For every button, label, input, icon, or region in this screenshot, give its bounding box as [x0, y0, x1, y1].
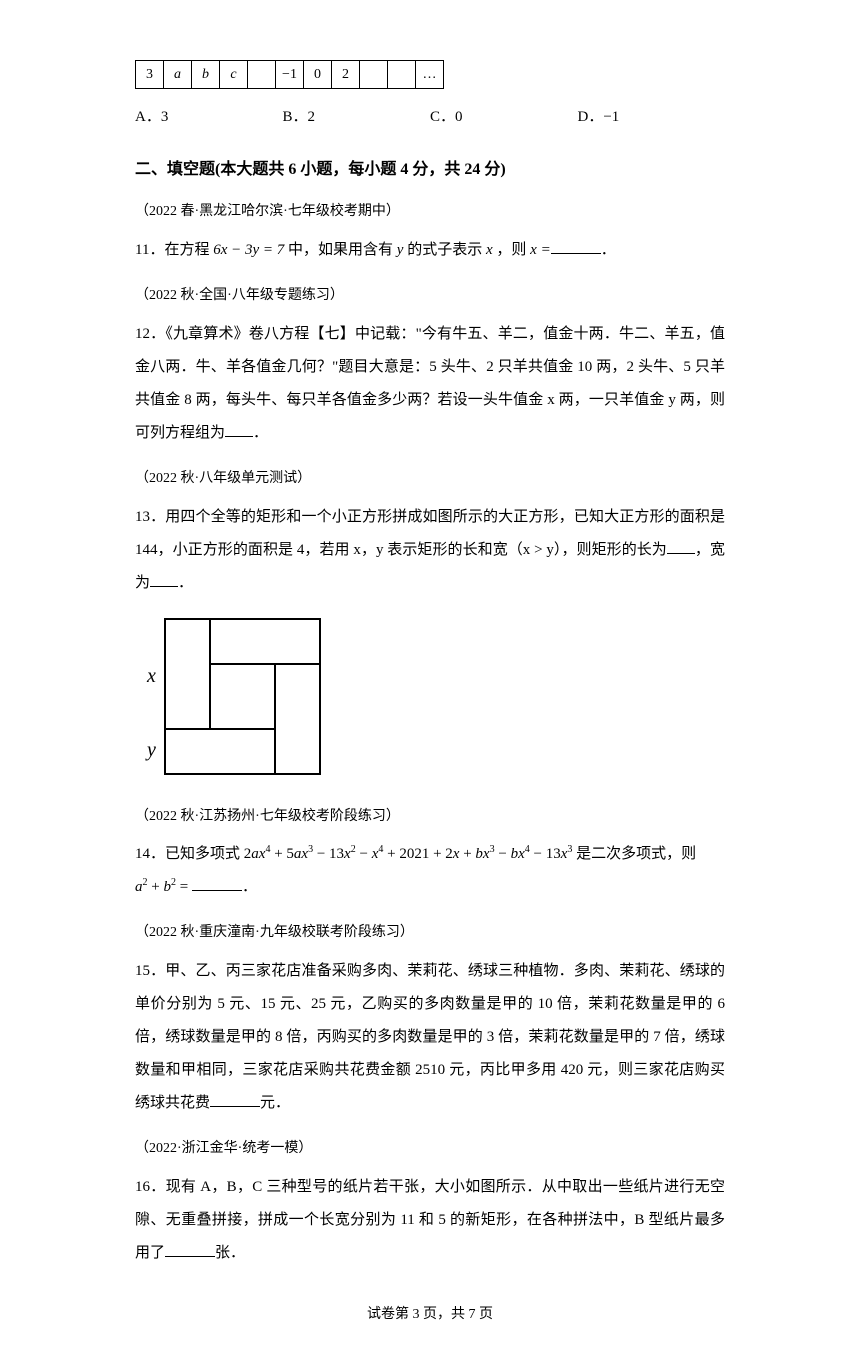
- q11-text: 中，如果用含有: [284, 242, 397, 258]
- q12: 12．《九章算术》卷八方程【七】中记载："今有牛五、羊二，值金十两．牛二、羊五，…: [135, 318, 725, 450]
- cell: 2: [332, 61, 360, 89]
- page-footer: 试卷第 3 页，共 7 页: [135, 1300, 725, 1331]
- q11-text: 的式子表示: [403, 242, 486, 258]
- blank: [165, 1242, 215, 1257]
- q15: 15．甲、乙、丙三家花店准备采购多肉、茉莉花、绣球三种植物．多肉、茉莉花、绣球的…: [135, 955, 725, 1120]
- q15-text: 元．: [260, 1095, 290, 1111]
- q11-text: 11．在方程: [135, 242, 213, 258]
- q12-source: （2022 秋·全国·八年级专题练习）: [135, 281, 725, 312]
- q14-text: 是二次多项式，则: [572, 846, 696, 862]
- cell: a: [164, 61, 192, 89]
- q16-source: （2022·浙江金华·统考一模）: [135, 1134, 725, 1165]
- q14-text: 14．已知多项式: [135, 846, 244, 862]
- q11: 11．在方程 6x − 3y = 7 中，如果用含有 y 的式子表示 x ，则 …: [135, 234, 725, 267]
- blank: [667, 539, 695, 554]
- rect-svg: x y: [135, 614, 335, 784]
- q12-text: 12．《九章算术》卷八方程【七】中记载："今有牛五、羊二，值金十两．牛二、羊五，…: [135, 326, 725, 441]
- cell: …: [416, 61, 444, 89]
- blank: [192, 876, 242, 891]
- blank: [150, 572, 178, 587]
- q13: 13．用四个全等的矩形和一个小正方形拼成如图所示的大正方形，已知大正方形的面积是…: [135, 501, 725, 600]
- q11-text: ．: [601, 242, 616, 258]
- q16: 16．现有 A，B，C 三种型号的纸片若干张，大小如图所示．从中取出一些纸片进行…: [135, 1171, 725, 1270]
- blank: [551, 239, 601, 254]
- cell: 3: [136, 61, 164, 89]
- choice-c: C．0: [430, 101, 578, 134]
- q11-source: （2022 春·黑龙江哈尔滨·七年级校考期中）: [135, 197, 725, 228]
- q11-var: x =: [530, 242, 551, 258]
- cell: [248, 61, 276, 89]
- choice-d: D．−1: [578, 101, 726, 134]
- data-table: 3 a b c −1 0 2 …: [135, 60, 444, 89]
- cell: [388, 61, 416, 89]
- choice-row: A．3 B．2 C．0 D．−1: [135, 101, 725, 134]
- label-y: y: [145, 739, 156, 761]
- label-x: x: [146, 665, 156, 687]
- q13-text: 13．用四个全等的矩形和一个小正方形拼成如图所示的大正方形，已知大正方形的面积是…: [135, 509, 725, 558]
- cell: b: [192, 61, 220, 89]
- cell: c: [220, 61, 248, 89]
- q15-text: 15．甲、乙、丙三家花店准备采购多肉、茉莉花、绣球三种植物．多肉、茉莉花、绣球的…: [135, 963, 725, 1111]
- q14-source: （2022 秋·江苏扬州·七年级校考阶段练习）: [135, 802, 725, 833]
- q13-text: ．: [178, 575, 193, 591]
- q14: 14．已知多项式 2ax4 + 5ax3 − 13x2 − x4 + 2021 …: [135, 838, 725, 904]
- cell: −1: [276, 61, 304, 89]
- cell: [360, 61, 388, 89]
- q11-var: x: [486, 242, 493, 258]
- choice-a: A．3: [135, 101, 283, 134]
- q12-text: ．: [253, 425, 268, 441]
- q15-source: （2022 秋·重庆潼南·九年级校联考阶段练习）: [135, 918, 725, 949]
- choice-b: B．2: [283, 101, 431, 134]
- section-title: 二、填空题(本大题共 6 小题，每小题 4 分，共 24 分): [135, 152, 725, 187]
- q14-text: ．: [242, 879, 257, 895]
- q13-source: （2022 秋·八年级单元测试）: [135, 464, 725, 495]
- q16-text: 张．: [215, 1245, 245, 1261]
- blank: [225, 422, 253, 437]
- rect-diagram: x y: [135, 614, 725, 784]
- cell: 0: [304, 61, 332, 89]
- blank: [210, 1092, 260, 1107]
- q11-eq: 6x − 3y = 7: [213, 242, 284, 258]
- q11-text: ，则: [493, 242, 531, 258]
